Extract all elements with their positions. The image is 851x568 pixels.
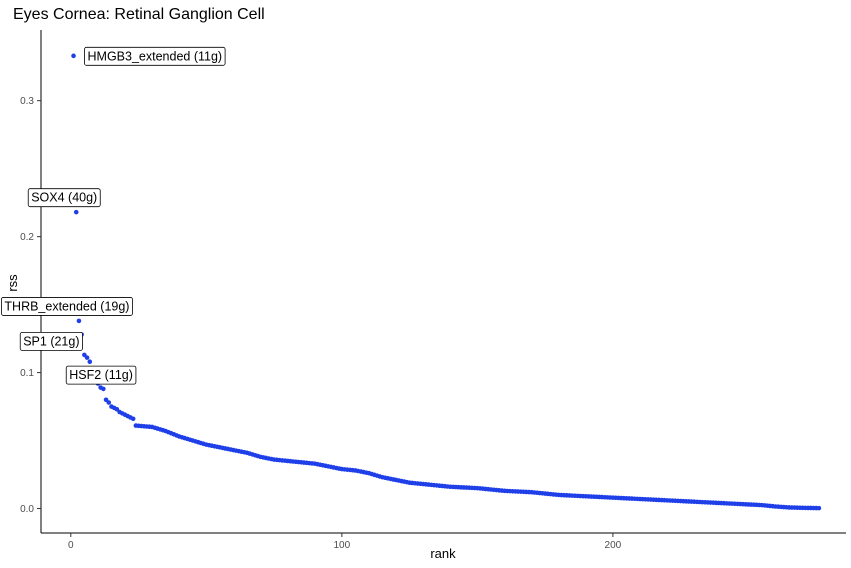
- data-points: [71, 53, 822, 511]
- annotation-box: [84, 46, 226, 66]
- annotation-text: SP1 (21g): [23, 334, 79, 348]
- annotation-label: SP1 (21g): [19, 332, 83, 351]
- data-point: [106, 400, 112, 405]
- y-axis-label: rss: [5, 274, 20, 292]
- annotation-label: HSF2 (11g): [65, 365, 137, 385]
- annotation-text: HMGB3_extended (11g): [88, 49, 223, 63]
- data-point: [87, 359, 93, 365]
- chart-title: Eyes Cornea: Retinal Ganglion Cell: [13, 6, 265, 23]
- point-annotations: HMGB3_extended (11g) SOX4 (40g) THRB_exten…: [1, 46, 226, 385]
- x-axis-label: rank: [430, 546, 456, 561]
- annotation-box: [27, 188, 101, 208]
- x-tick-label: 100: [334, 540, 351, 551]
- annotation-box: [65, 365, 137, 385]
- annotation-text: THRB_extended (19g): [4, 299, 129, 313]
- data-point: [130, 416, 136, 422]
- data-point: [816, 505, 822, 511]
- x-tick-label: 200: [605, 540, 622, 551]
- data-point: [76, 318, 82, 324]
- x-tick-label: 0: [68, 540, 74, 551]
- y-tick-label: 0.2: [20, 232, 34, 243]
- x-ticks: 0 100 200: [68, 533, 622, 551]
- data-point: [101, 386, 106, 392]
- annotation-label: HMGB3_extended (11g): [84, 46, 226, 66]
- annotation-text: SOX4 (40g): [31, 191, 97, 205]
- data-point: [71, 53, 76, 59]
- y-tick-label: 0.3: [20, 96, 34, 107]
- annotation-text: HSF2 (11g): [69, 368, 133, 382]
- annotation-label: SOX4 (40g): [27, 188, 101, 208]
- annotation-box: [19, 332, 83, 351]
- y-tick-label: 0.1: [20, 368, 34, 379]
- axes: [40, 30, 846, 534]
- data-point: [73, 209, 79, 215]
- data-point: [84, 355, 90, 360]
- annotation-label: THRB_extended (19g): [1, 297, 133, 316]
- annotation-box: [1, 297, 133, 316]
- y-ticks: 0.0 0.1 0.2 0.3: [20, 96, 41, 515]
- y-tick-label: 0.0: [20, 504, 34, 515]
